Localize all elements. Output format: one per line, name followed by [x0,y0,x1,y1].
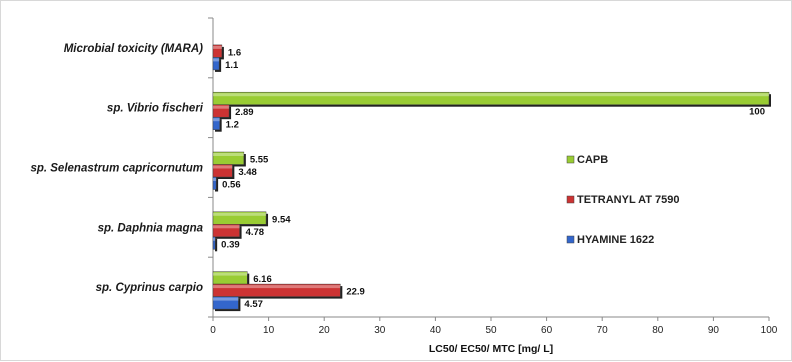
bar-highlight [213,225,240,229]
category-label-sp-selenastrum-capricornutum: sp. Selenastrum capricornutum [30,163,203,175]
data-label-tetranyl-at-7590-sp-vibrio-fischeri: 2.89 [235,107,254,118]
category-label-sp-daphnia-magna: sp. Daphnia magna [98,222,204,234]
x-tick-label-100: 100 [761,325,778,336]
bar-shadow [215,238,218,252]
bar-highlight [213,105,230,109]
x-tick-label-90: 90 [708,325,720,336]
bar-highlight [213,165,233,169]
bar-highlight [213,153,244,156]
bar-shadow [215,179,219,192]
bar-tetranyl-at-7590-sp-selenastrum-capricornutum [212,164,233,178]
legend-swatch-tetranyl-at-7590 [566,195,575,204]
data-label-hyamine-1622-sp-daphnia-magna: 0.39 [221,239,240,250]
category-label-sp-vibrio-fischeri: sp. Vibrio fischeri [107,103,204,115]
data-label-capb-sp-selenastrum-capricornutum: 5.55 [250,155,269,166]
bar-hyamine-1622-sp-daphnia-magna [212,236,216,250]
data-label-hyamine-1622-sp-selenastrum-capricornutum: 0.56 [222,180,241,191]
legend-label-hyamine-1622: HYAMINE 1622 [577,234,654,246]
bar-tetranyl-at-7590-sp-vibrio-fischeri [212,104,230,118]
x-tick-label-30: 30 [374,325,386,336]
x-tick-label-0: 0 [210,325,216,336]
bar-highlight [213,45,222,49]
x-tick-label-50: 50 [485,325,497,336]
bar-highlight [213,178,217,181]
x-tick-label-70: 70 [597,325,609,336]
legend-label-capb: CAPB [577,154,608,166]
legend-swatch-hyamine-1622 [566,235,575,244]
bar-capb-sp-vibrio-fischeri [212,91,770,105]
bar-highlight [213,272,248,276]
bar-highlight [213,285,341,289]
category-label-microbial-toxicity-mara: Microbial toxicity (MARA) [64,43,203,55]
data-label-tetranyl-at-7590-sp-daphnia-magna: 4.78 [246,227,264,238]
category-label-sp-cyprinus-carpio: sp. Cyprinus carpio [96,282,203,294]
bar-hyamine-1622-sp-vibrio-fischeri [212,116,220,130]
data-label-capb-sp-vibrio-fischeri: 100 [749,107,765,118]
bar-highlight [213,118,220,122]
data-label-capb-sp-cyprinus-carpio: 6.16 [253,274,272,285]
bar-highlight [213,212,267,216]
x-tick-label-10: 10 [263,325,275,336]
bar-hyamine-1622-sp-selenastrum-capricornutum [212,176,217,190]
bar-highlight [213,93,769,97]
x-tick-label-80: 80 [652,325,664,336]
bar-tetranyl-at-7590-sp-cyprinus-carpio [212,283,341,297]
bar-hyamine-1622-microbial-toxicity-mara [212,57,220,71]
x-tick-label-20: 20 [319,325,331,336]
bar-highlight [213,237,216,241]
bar-highlight [213,58,220,62]
legend-label-tetranyl-at-7590: TETRANYL AT 7590 [577,194,680,206]
data-label-hyamine-1622-sp-cyprinus-carpio: 4.57 [244,299,262,310]
data-label-tetranyl-at-7590-sp-selenastrum-capricornutum: 3.48 [238,167,257,178]
x-axis-title: LC50/ EC50/ MTC [mg/ L] [429,343,553,355]
bar-highlight [213,297,239,301]
data-label-tetranyl-at-7590-microbial-toxicity-mara: 1.6 [228,47,241,58]
legend-swatch-capb [566,155,575,164]
data-label-hyamine-1622-sp-vibrio-fischeri: 1.2 [226,120,239,131]
bar-tetranyl-at-7590-sp-daphnia-magna [212,224,240,238]
x-tick-label-60: 60 [541,325,553,336]
bar-hyamine-1622-sp-cyprinus-carpio [212,296,239,310]
data-label-hyamine-1622-microbial-toxicity-mara: 1.1 [225,60,239,71]
data-label-tetranyl-at-7590-sp-cyprinus-carpio: 22.9 [346,287,365,298]
data-label-capb-sp-daphnia-magna: 9.54 [272,214,291,225]
x-tick-label-40: 40 [430,325,442,336]
